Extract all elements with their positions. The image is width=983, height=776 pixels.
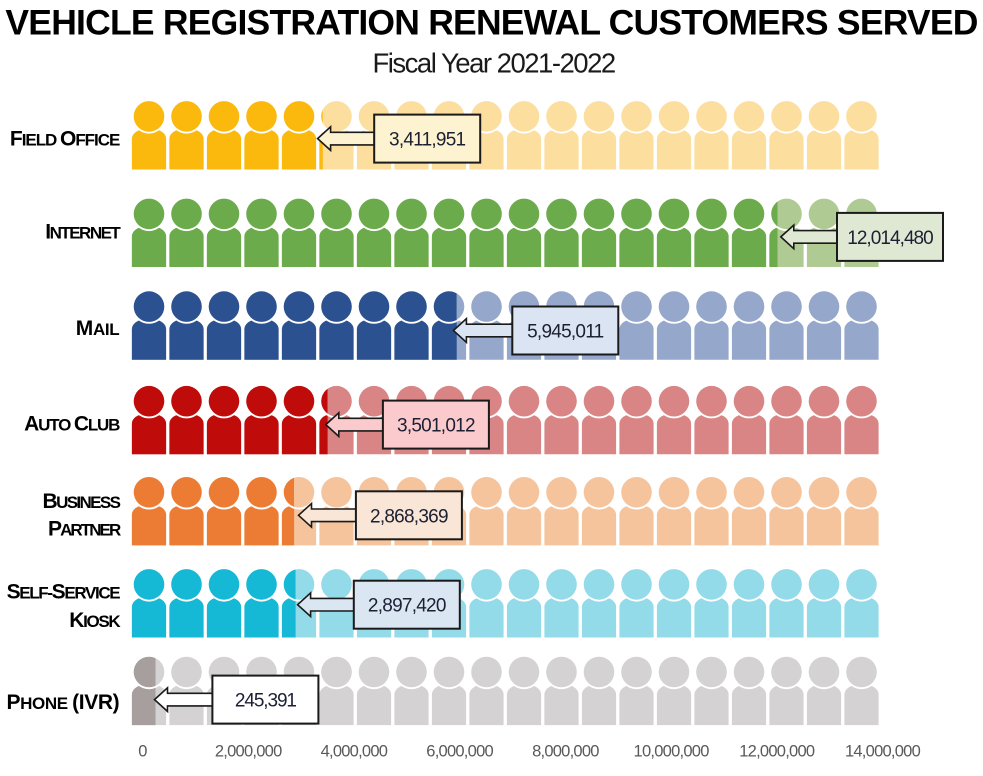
svg-text:MAIL: MAIL bbox=[76, 317, 120, 340]
svg-text:10,000,000: 10,000,000 bbox=[634, 743, 710, 761]
svg-text:14,000,000: 14,000,000 bbox=[845, 743, 921, 761]
svg-text:PHONE (IVR): PHONE (IVR) bbox=[7, 691, 120, 714]
svg-text:5,945,011: 5,945,011 bbox=[527, 322, 604, 343]
svg-text:PARTNER: PARTNER bbox=[48, 518, 121, 541]
svg-text:245,391: 245,391 bbox=[235, 691, 297, 712]
svg-text:4,000,000: 4,000,000 bbox=[321, 743, 388, 761]
svg-text:12,000,000: 12,000,000 bbox=[739, 743, 815, 761]
svg-text:2,000,000: 2,000,000 bbox=[215, 743, 282, 761]
svg-text:8,000,000: 8,000,000 bbox=[532, 743, 599, 761]
svg-text:SELF-SERVICE: SELF-SERVICE bbox=[7, 581, 121, 604]
svg-text:0: 0 bbox=[138, 743, 147, 761]
svg-text:BUSINESS: BUSINESS bbox=[43, 490, 121, 513]
svg-text:6,000,000: 6,000,000 bbox=[426, 743, 493, 761]
svg-text:FIELD OFFICE: FIELD OFFICE bbox=[10, 128, 120, 151]
svg-text:3,501,012: 3,501,012 bbox=[397, 416, 475, 437]
svg-text:3,411,951: 3,411,951 bbox=[389, 130, 466, 151]
svg-text:KIOSK: KIOSK bbox=[69, 609, 121, 632]
svg-text:VEHICLE REGISTRATION RENEWAL C: VEHICLE REGISTRATION RENEWAL CUSTOMERS S… bbox=[5, 3, 977, 43]
svg-text:Fiscal Year 2021-2022: Fiscal Year 2021-2022 bbox=[373, 47, 615, 78]
svg-text:2,868,369: 2,868,369 bbox=[370, 506, 448, 527]
svg-text:12,014,480: 12,014,480 bbox=[847, 228, 933, 249]
svg-text:2,897,420: 2,897,420 bbox=[368, 596, 446, 617]
svg-text:INTERNET: INTERNET bbox=[45, 221, 121, 244]
svg-text:AUTO CLUB: AUTO CLUB bbox=[24, 413, 120, 436]
